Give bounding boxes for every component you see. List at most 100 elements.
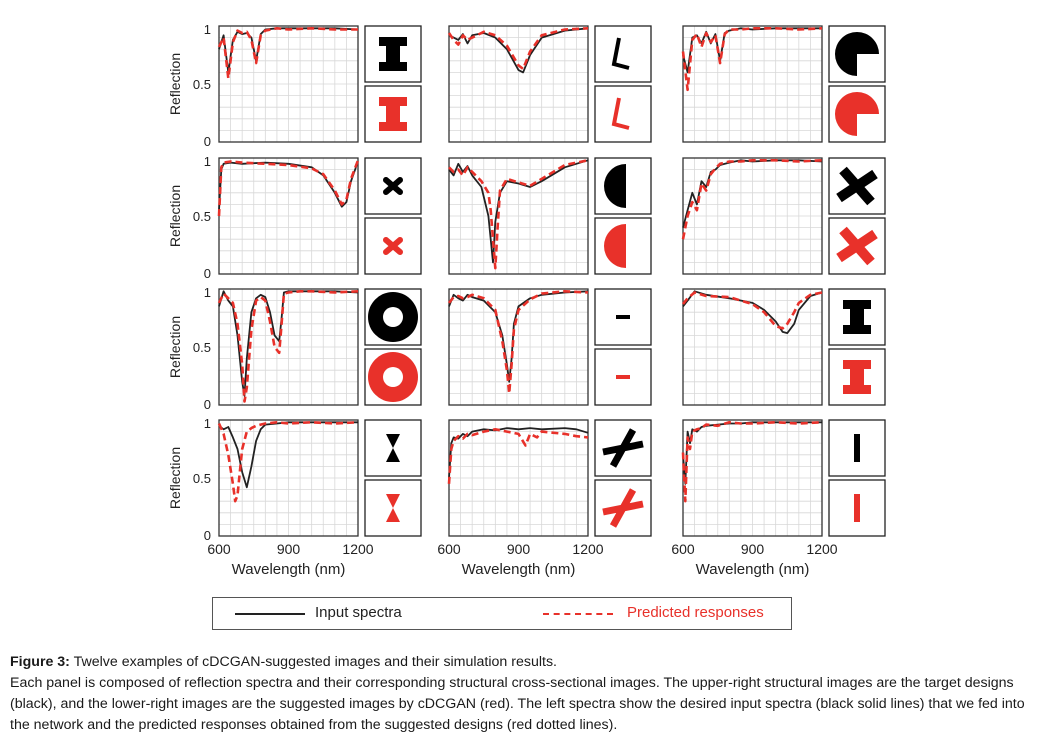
- legend-predicted-label: Predicted responses: [627, 604, 764, 621]
- legend-predicted-line: [543, 613, 613, 615]
- shape-h-web: [386, 106, 400, 122]
- y-tick-label: 0: [204, 134, 211, 149]
- x-axis-label: Wavelength (nm): [462, 561, 576, 578]
- plot-frame: [218, 25, 359, 143]
- shape-ring-hole: [383, 367, 403, 387]
- shape-h-bottom: [843, 325, 871, 334]
- shape-x: [383, 177, 403, 195]
- x-tick-label: 900: [507, 541, 531, 557]
- shape-ring-hole: [383, 307, 403, 327]
- x-axis-label: Wavelength (nm): [232, 561, 346, 578]
- shape-half-disk: [604, 164, 626, 208]
- shape-bar: [854, 434, 860, 462]
- x-tick-label: 600: [671, 541, 695, 557]
- y-axis-label: Reflection: [167, 53, 183, 115]
- predicted-spectrum-line: [217, 290, 359, 403]
- plot-frame: [218, 419, 359, 537]
- shape-tilted-cross: [602, 428, 644, 468]
- shape-h-bottom: [379, 122, 407, 131]
- y-tick-label: 0: [204, 528, 211, 543]
- caption-body: Each panel is composed of reflection spe…: [10, 675, 1025, 733]
- legend: Input spectra Predicted responses: [212, 597, 792, 630]
- target-image-frame: [594, 25, 652, 83]
- predicted-image-frame: [594, 85, 652, 143]
- spectrum-panel: [447, 25, 652, 143]
- shape-x: [383, 237, 403, 255]
- input-spectrum-line: [218, 161, 359, 211]
- input-spectrum-line: [218, 421, 358, 489]
- shape-l: [611, 37, 630, 70]
- x-tick-label: 900: [277, 541, 301, 557]
- predicted-spectrum-line: [217, 421, 359, 503]
- predicted-spectrum-line: [447, 428, 589, 484]
- input-spectrum-line: [682, 159, 823, 228]
- y-tick-label: 0.5: [193, 77, 211, 92]
- y-tick-label: 0: [204, 266, 211, 281]
- y-tick-label: 1: [204, 154, 211, 169]
- spectrum-panel: [447, 419, 652, 537]
- predicted-spectrum-line: [681, 421, 823, 503]
- shape-h-top: [379, 97, 407, 106]
- spectrum-panel: [217, 288, 422, 406]
- predicted-spectrum-line: [681, 27, 823, 92]
- y-tick-label: 0.5: [193, 471, 211, 486]
- y-tick-label: 0.5: [193, 340, 211, 355]
- x-tick-label: 1200: [342, 541, 373, 557]
- x-axis-label: Wavelength (nm): [696, 561, 810, 578]
- y-tick-label: 1: [204, 416, 211, 431]
- shape-pacman: [835, 92, 879, 136]
- caption-title: Twelve examples of cDCGAN-suggested imag…: [73, 654, 557, 670]
- x-tick-label: 1200: [572, 541, 603, 557]
- shape-bowtie: [386, 434, 400, 462]
- spectrum-panel: [217, 419, 422, 537]
- predicted-spectrum-line: [447, 290, 589, 395]
- spectra-figure: Reflection 0 0.5 1 Reflection 0 0.5 1 Reflection…: [167, 22, 886, 578]
- caption-label: Figure 3:: [10, 654, 70, 670]
- y-axis-label: Reflection: [167, 316, 183, 378]
- predicted-spectrum-line: [217, 27, 358, 80]
- shape-half-disk: [604, 224, 626, 268]
- shape-dash: [616, 315, 630, 319]
- spectrum-panel: [447, 288, 652, 406]
- y-tick-label: 0: [204, 397, 211, 412]
- x-tick-label: 1200: [806, 541, 837, 557]
- y-axis-label: Reflection: [167, 185, 183, 247]
- shape-h-top: [379, 37, 407, 46]
- spectrum-panel: [681, 157, 886, 275]
- y-axis-label: Reflection: [167, 447, 183, 509]
- shape-bowtie: [386, 494, 400, 522]
- input-spectrum-line: [682, 290, 823, 334]
- plot-frame: [448, 288, 589, 406]
- predicted-spectrum-line: [681, 291, 823, 330]
- legend-input-label: Input spectra: [315, 604, 402, 621]
- shape-dash: [616, 375, 630, 379]
- shape-cross: [836, 226, 878, 266]
- shape-h-web: [850, 369, 864, 385]
- input-spectrum-line: [218, 290, 359, 397]
- shape-h-web: [386, 46, 400, 62]
- y-tick-label: 0.5: [193, 209, 211, 224]
- shape-h-web: [850, 309, 864, 325]
- y-tick-label: 1: [204, 22, 211, 37]
- shape-h-top: [843, 360, 871, 369]
- target-image-frame: [594, 419, 652, 477]
- spectrum-panel: [448, 157, 652, 275]
- predicted-spectrum-line: [447, 27, 589, 71]
- shape-h-top: [843, 300, 871, 309]
- plot-frame: [448, 25, 589, 143]
- predicted-spectrum-line: [217, 159, 360, 217]
- legend-input-line: [235, 613, 305, 615]
- plot-frame: [682, 157, 823, 275]
- plot-frame: [448, 157, 589, 275]
- spectrum-panel: [681, 288, 886, 406]
- x-tick-label: 600: [207, 541, 231, 557]
- spectrum-panel: [217, 25, 422, 143]
- shape-pacman: [835, 32, 879, 76]
- x-tick-label: 600: [437, 541, 461, 557]
- input-spectrum-line: [448, 27, 589, 74]
- shape-bar: [854, 494, 860, 522]
- y-tick-label: 1: [204, 285, 211, 300]
- figure-caption: Figure 3: Twelve examples of cDCGAN-sugg…: [10, 652, 1030, 736]
- spectrum-panel: [681, 419, 886, 537]
- shape-h-bottom: [843, 385, 871, 394]
